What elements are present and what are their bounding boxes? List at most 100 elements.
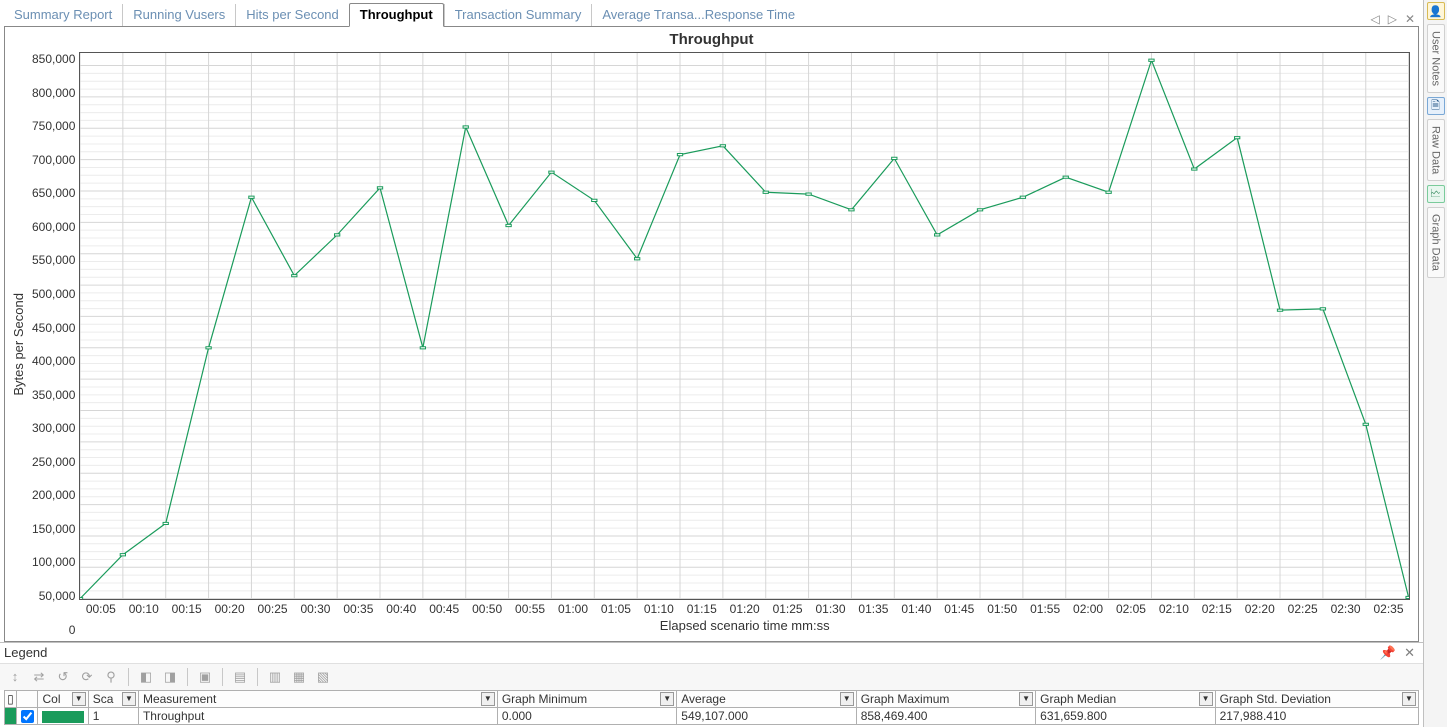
tab-next-icon[interactable]: ▷ xyxy=(1388,12,1397,26)
x-tick: 02:20 xyxy=(1238,602,1281,616)
toolbar-button[interactable]: ▧ xyxy=(312,666,334,688)
tab-average-transa-response-time[interactable]: Average Transa...Response Time xyxy=(591,4,805,26)
sidebar-tab-raw-data[interactable]: Raw Data xyxy=(1427,119,1445,181)
chart-plot-area[interactable] xyxy=(79,52,1410,600)
legend-col-header[interactable]: Graph Minimum▼ xyxy=(497,690,676,707)
tab-summary-report[interactable]: Summary Report xyxy=(4,4,122,26)
tab-close-icon[interactable]: ✕ xyxy=(1405,12,1415,26)
sidebar-tab-user-notes[interactable]: User Notes xyxy=(1427,24,1445,93)
toolbar-button[interactable]: ⚲ xyxy=(100,666,122,688)
toolbar-button[interactable]: ▣ xyxy=(194,666,216,688)
x-tick: 01:40 xyxy=(895,602,938,616)
dropdown-icon[interactable]: ▼ xyxy=(1019,692,1033,706)
legend-col-header[interactable]: Graph Median▼ xyxy=(1036,690,1215,707)
dropdown-icon[interactable]: ▼ xyxy=(1402,692,1416,706)
y-tick: 350,000 xyxy=(32,388,75,402)
legend-toolbar: ↕⇄↺⟳⚲ ◧◨ ▣ ▤ ▥▦▧ xyxy=(0,663,1423,690)
toolbar-button[interactable]: ▥ xyxy=(264,666,286,688)
x-tick: 00:25 xyxy=(251,602,294,616)
tab-throughput[interactable]: Throughput xyxy=(349,3,444,27)
legend-col-header[interactable] xyxy=(16,690,38,707)
y-tick: 250,000 xyxy=(32,455,75,469)
toolbar-button[interactable]: ⇄ xyxy=(28,666,50,688)
dropdown-icon[interactable]: ▼ xyxy=(1199,692,1213,706)
y-tick: 550,000 xyxy=(32,253,75,267)
x-tick: 02:15 xyxy=(1195,602,1238,616)
y-tick: 650,000 xyxy=(32,186,75,200)
x-tick: 00:50 xyxy=(466,602,509,616)
x-axis-label: Elapsed scenario time mm:ss xyxy=(79,616,1410,637)
toolbar-button[interactable]: ▦ xyxy=(288,666,310,688)
legend-col-header[interactable]: Measurement▼ xyxy=(138,690,497,707)
legend-col-header[interactable]: Graph Std. Deviation▼ xyxy=(1215,690,1418,707)
x-tick: 00:15 xyxy=(165,602,208,616)
legend-title: Legend xyxy=(4,645,47,660)
legend-col-header[interactable]: Graph Maximum▼ xyxy=(856,690,1035,707)
x-tick: 02:25 xyxy=(1281,602,1324,616)
legend-col-header[interactable]: Col▼ xyxy=(38,690,88,707)
y-tick: 750,000 xyxy=(32,119,75,133)
x-tick: 02:00 xyxy=(1067,602,1110,616)
legend-table: ▯ Col▼Sca▼Measurement▼Graph Minimum▼Avera… xyxy=(4,690,1419,725)
tab-transaction-summary[interactable]: Transaction Summary xyxy=(444,4,592,26)
toolbar-button[interactable]: ◧ xyxy=(135,666,157,688)
x-tick: 01:25 xyxy=(766,602,809,616)
y-axis-ticks: 850,000800,000750,000700,000650,000600,0… xyxy=(28,52,79,637)
legend-col-header[interactable]: Average▼ xyxy=(677,690,856,707)
legend-row-checkbox[interactable] xyxy=(21,710,34,723)
y-tick: 850,000 xyxy=(32,52,75,66)
tab-nav-controls: ◁ ▷ ✕ xyxy=(1370,12,1419,26)
y-axis-label: Bytes per Second xyxy=(9,52,28,637)
x-tick: 01:20 xyxy=(723,602,766,616)
x-tick: 00:55 xyxy=(509,602,552,616)
legend-col-header[interactable]: Sca▼ xyxy=(88,690,138,707)
legend-col-header[interactable]: ▯ xyxy=(5,690,17,707)
x-tick: 00:40 xyxy=(380,602,423,616)
x-tick: 02:30 xyxy=(1324,602,1367,616)
dropdown-icon[interactable]: ▼ xyxy=(660,692,674,706)
chart-panel: Throughput Bytes per Second 850,000800,0… xyxy=(4,26,1419,642)
x-tick: 02:10 xyxy=(1152,602,1195,616)
x-tick: 01:10 xyxy=(637,602,680,616)
x-tick: 00:05 xyxy=(79,602,122,616)
legend-row[interactable]: 1Throughput0.000549,107.000858,469.40063… xyxy=(5,707,1419,724)
tab-running-vusers[interactable]: Running Vusers xyxy=(122,4,235,26)
x-tick: 02:35 xyxy=(1367,602,1410,616)
x-tick: 01:35 xyxy=(852,602,895,616)
sidebar-icon[interactable]: 👤 xyxy=(1427,2,1445,20)
y-tick: 300,000 xyxy=(32,421,75,435)
x-tick: 01:50 xyxy=(981,602,1024,616)
y-tick: 100,000 xyxy=(32,555,75,569)
x-tick: 01:45 xyxy=(938,602,981,616)
dropdown-icon[interactable]: ▼ xyxy=(122,692,136,706)
series-color-swatch xyxy=(42,711,83,723)
x-tick: 02:05 xyxy=(1110,602,1153,616)
y-tick: 450,000 xyxy=(32,321,75,335)
dropdown-icon[interactable]: ▼ xyxy=(840,692,854,706)
y-tick: 50,000 xyxy=(39,589,76,603)
pin-icon[interactable]: 📌 xyxy=(1376,645,1400,661)
toolbar-button[interactable]: ⟳ xyxy=(76,666,98,688)
x-tick: 00:45 xyxy=(423,602,466,616)
tab-hits-per-second[interactable]: Hits per Second xyxy=(235,4,349,26)
y-tick: 200,000 xyxy=(32,488,75,502)
toolbar-button[interactable]: ↕ xyxy=(4,666,26,688)
side-panel: 👤 User Notes 🗎 Raw Data 🗠 Graph Data xyxy=(1423,0,1447,727)
x-tick: 00:10 xyxy=(122,602,165,616)
tab-prev-icon[interactable]: ◁ xyxy=(1370,12,1379,26)
close-icon[interactable]: ✕ xyxy=(1400,645,1419,661)
y-tick: 800,000 xyxy=(32,86,75,100)
toolbar-button[interactable]: ◨ xyxy=(159,666,181,688)
sidebar-tab-graph-data[interactable]: Graph Data xyxy=(1427,207,1445,278)
x-axis-ticks: 00:0500:1000:1500:2000:2500:3000:3500:40… xyxy=(79,600,1410,616)
sidebar-icon[interactable]: 🗠 xyxy=(1427,185,1445,203)
x-tick: 00:30 xyxy=(294,602,337,616)
dropdown-icon[interactable]: ▼ xyxy=(72,692,86,706)
toolbar-button[interactable]: ↺ xyxy=(52,666,74,688)
tab-bar: Summary ReportRunning VusersHits per Sec… xyxy=(0,0,1423,26)
x-tick: 00:35 xyxy=(337,602,380,616)
dropdown-icon[interactable]: ▼ xyxy=(481,692,495,706)
toolbar-button[interactable]: ▤ xyxy=(229,666,251,688)
y-tick: 500,000 xyxy=(32,287,75,301)
sidebar-icon[interactable]: 🗎 xyxy=(1427,97,1445,115)
